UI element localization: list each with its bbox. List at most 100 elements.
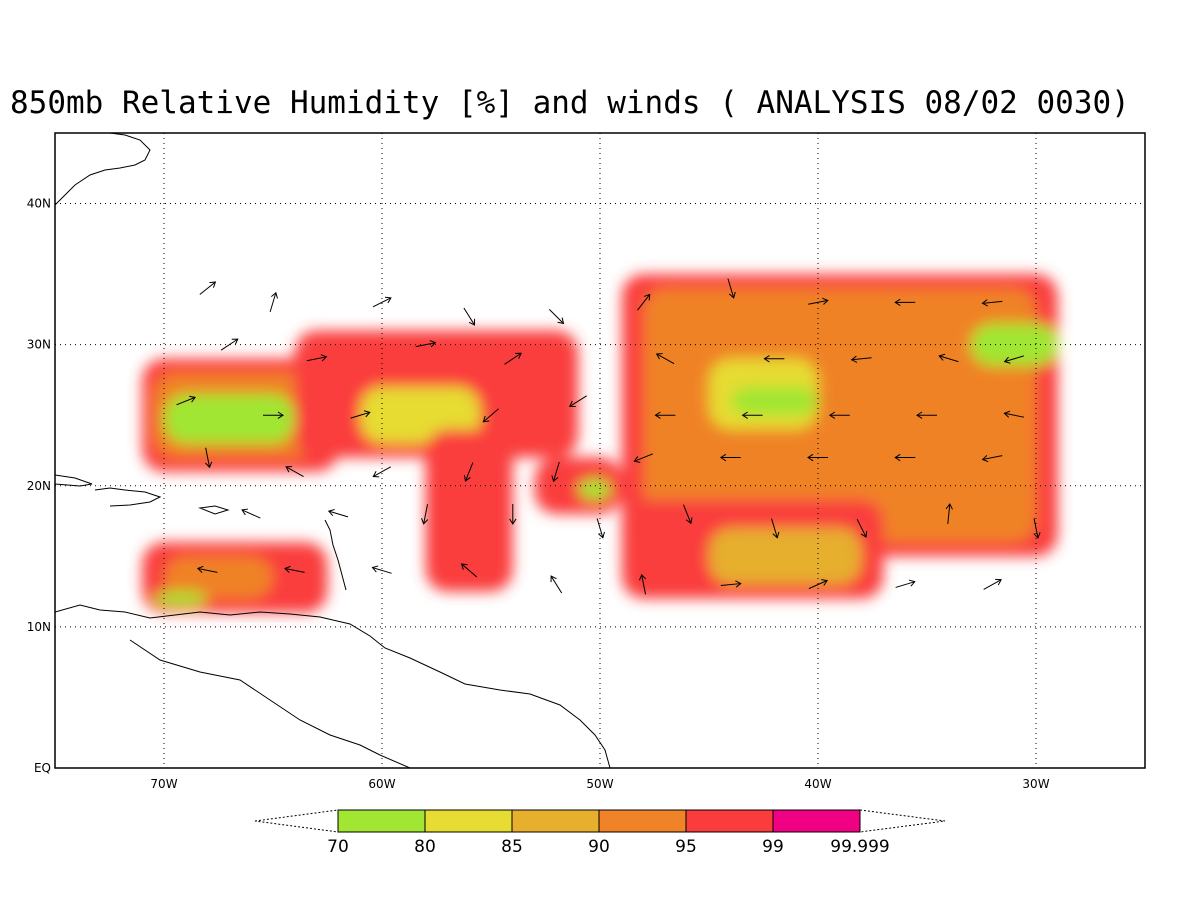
wind-arrow: [895, 579, 916, 588]
wind-arrow: [763, 355, 785, 363]
colorbar-swatch: [685, 809, 774, 833]
humidity-region-4: [164, 556, 273, 599]
wind-arrow: [241, 508, 261, 519]
humidity-region-15: [425, 429, 513, 592]
humidity-region-5: [153, 591, 208, 606]
wind-arrow: [720, 580, 742, 588]
wind-arrow: [284, 565, 305, 573]
wind-arrow: [415, 340, 437, 348]
wind-arrow: [771, 518, 780, 539]
wind-arrow: [196, 565, 218, 573]
wind-arrow: [654, 411, 676, 419]
wind-arrow: [727, 278, 736, 299]
gridlines: [55, 133, 1145, 768]
wind-arrow: [176, 395, 196, 406]
coastlines: [55, 133, 611, 768]
lon-label: 60W: [368, 777, 395, 791]
south-america-coast: [55, 604, 611, 768]
wind-arrow: [596, 518, 605, 539]
wind-arrow: [719, 453, 741, 462]
hispaniola-coast: [94, 487, 162, 507]
wind-arrow: [655, 353, 675, 365]
wind-arrow: [285, 465, 304, 477]
wind-arrow: [633, 453, 654, 463]
wind-arrow: [269, 291, 278, 313]
wind-arrow: [205, 447, 213, 469]
colorbar: 70 80 85 90 95 99 99.999: [254, 809, 946, 857]
lesser-antilles: [324, 519, 347, 591]
wind-arrow: [945, 503, 953, 525]
colorbar-label: 85: [501, 837, 523, 857]
map-title: 850mb Relative Humidity [%] and winds ( …: [10, 85, 1130, 121]
wind-arrow: [199, 281, 217, 295]
lat-label: 10N: [27, 620, 51, 634]
colorbar-label: 70: [327, 837, 349, 857]
wind-arrow: [1003, 410, 1025, 418]
plot-area: [55, 133, 1145, 768]
wind-arrow: [568, 395, 587, 407]
wind-arrow: [372, 296, 392, 308]
wind-arrow: [482, 408, 499, 423]
wind-arrow: [350, 410, 371, 419]
colorbar-label: 95: [675, 837, 697, 857]
latitude-labels: 40N 30N 20N 10N EQ: [27, 197, 51, 775]
wind-arrow: [981, 299, 1003, 307]
wind-arrow: [807, 453, 828, 462]
wind-arrow: [808, 297, 829, 305]
colorbar-label: 99: [762, 837, 784, 857]
wind-arrow: [741, 411, 763, 419]
wind-arrow: [894, 453, 916, 462]
wind-arrow: [550, 575, 563, 594]
lon-label: 50W: [586, 777, 613, 791]
humidity-region-2: [164, 394, 295, 444]
north-america-coast: [55, 133, 151, 206]
wind-arrow: [421, 504, 429, 525]
wind-arrow: [938, 353, 959, 363]
colorbar-label: 80: [414, 837, 436, 857]
lat-label: EQ: [34, 761, 51, 775]
lat-label: 30N: [27, 338, 51, 352]
wind-arrow: [1003, 355, 1024, 364]
wind-arrow: [463, 307, 476, 326]
colorbar-swatch: [511, 809, 600, 833]
humidity-region-11: [730, 387, 818, 416]
colorbar-swatch: [337, 809, 426, 833]
wind-vectors: [176, 278, 1041, 595]
wind-arrow: [263, 411, 284, 419]
lon-label: 40W: [804, 777, 831, 791]
wind-arrow: [1033, 518, 1041, 539]
wind-arrow: [220, 338, 239, 351]
lon-label: 30W: [1022, 777, 1049, 791]
humidity-region-13: [709, 528, 862, 585]
colorbar-right-extension: [859, 809, 946, 833]
lon-label: 70W: [150, 777, 177, 791]
wind-arrow: [637, 293, 651, 311]
wind-arrow: [504, 352, 522, 365]
wind-arrow: [828, 411, 850, 419]
wind-arrow: [916, 411, 937, 419]
wind-arrow: [327, 509, 349, 518]
wind-arrow: [983, 578, 1002, 590]
wind-arrow: [683, 504, 693, 525]
wind-arrow: [850, 355, 872, 363]
map-frame: [54, 132, 1146, 769]
longitude-labels: 70W 60W 50W 40W 30W: [150, 777, 1049, 791]
wind-arrow: [509, 504, 517, 525]
wind-arrow: [639, 573, 647, 595]
interior-border: [129, 639, 411, 768]
colorbar-label: 90: [588, 837, 610, 857]
colorbar-swatch: [598, 809, 687, 833]
lat-label: 20N: [27, 479, 51, 493]
wind-arrow: [460, 563, 478, 578]
wind-arrow: [463, 462, 474, 482]
colorbar-swatch: [424, 809, 513, 833]
wind-arrow: [808, 579, 828, 590]
colorbar-end-label: 99.999: [830, 837, 889, 857]
humidity-region-14: [970, 323, 1058, 366]
wind-arrow: [306, 354, 328, 362]
wind-arrow: [371, 565, 392, 574]
puerto-rico-coast: [198, 505, 230, 515]
humidity-region-17: [578, 478, 611, 500]
colorbar-left-extension: [254, 809, 339, 833]
